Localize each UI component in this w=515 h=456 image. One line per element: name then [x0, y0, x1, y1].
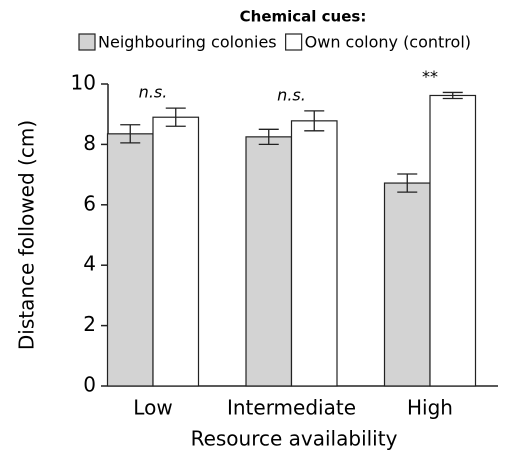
- error-bar: [442, 91, 463, 100]
- x-tick-label: Low: [133, 396, 172, 420]
- error-bar: [165, 107, 186, 127]
- annotation: **: [422, 67, 438, 86]
- y-tick-label: 8: [83, 131, 96, 155]
- y-tick-label: 2: [83, 312, 96, 336]
- y-axis-label: Distance followed (cm): [15, 120, 39, 350]
- legend-label: Own colony (control): [305, 33, 471, 52]
- x-axis-label: Resource availability: [191, 427, 398, 451]
- y-tick-label: 10: [71, 71, 96, 95]
- annotation: n.s.: [139, 83, 168, 102]
- y-tick-label: 4: [83, 252, 96, 276]
- error-bar: [397, 173, 418, 193]
- annotation: n.s.: [277, 85, 306, 104]
- y-tick-label: 0: [83, 373, 96, 397]
- legend-title: Chemical cues:: [240, 8, 367, 26]
- x-tick-label: Intermediate: [227, 396, 356, 420]
- bar: [429, 94, 477, 387]
- error-bar: [258, 128, 279, 146]
- legend-swatch: [285, 33, 303, 51]
- bar: [152, 116, 200, 387]
- error-bar: [120, 124, 141, 144]
- bar: [290, 120, 338, 387]
- error-bar: [304, 110, 325, 132]
- y-tick-label: 6: [83, 191, 96, 215]
- legend-label: Neighbouring colonies: [98, 33, 277, 52]
- bar: [383, 182, 431, 387]
- x-tick-label: High: [407, 396, 453, 420]
- legend-swatch: [78, 33, 96, 51]
- bar: [245, 136, 293, 387]
- bar: [106, 133, 154, 387]
